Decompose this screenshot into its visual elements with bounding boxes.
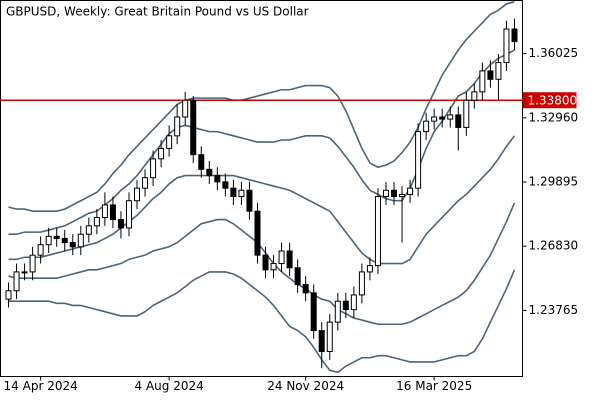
candle-body (142, 177, 149, 189)
candle-body (407, 187, 414, 195)
candle-body (431, 116, 438, 122)
candle-body (93, 216, 100, 227)
plot-frame (0, 0, 523, 377)
candle-body (109, 204, 116, 221)
x-tick-label: 4 Aug 2024 (135, 379, 204, 393)
bollinger-band (8, 202, 516, 326)
candle-body (503, 28, 510, 64)
candle-body (134, 187, 141, 202)
candle-body (101, 204, 108, 218)
candle-body (463, 99, 470, 128)
candle-body (479, 70, 486, 93)
candle-body (85, 225, 92, 235)
candle-body (214, 175, 221, 183)
bollinger-band (8, 269, 516, 374)
candle-body (222, 181, 229, 189)
candle-body (423, 120, 430, 133)
bollinger-band (8, 49, 515, 236)
x-tick-label: 16 Mar 2025 (396, 379, 472, 393)
candle-body (254, 210, 261, 256)
y-tick-label: 1.29895 (529, 174, 579, 188)
bollinger-band (8, 135, 516, 265)
candle-body (318, 330, 325, 352)
y-tick-label: 1.26830 (529, 239, 579, 253)
candle-body (447, 114, 454, 120)
y-tick-label: 1.36025 (529, 46, 579, 60)
x-tick-label: 24 Nov 2024 (267, 379, 344, 393)
candle-body (415, 131, 422, 189)
candle-body (61, 237, 68, 244)
candle-body (37, 244, 44, 256)
candle-body (358, 271, 365, 296)
candle-body (391, 189, 398, 198)
candle-body (350, 294, 357, 311)
candle-body (286, 250, 293, 269)
candle-body (230, 187, 237, 198)
candle-body (310, 292, 317, 332)
candle-body (53, 235, 60, 239)
candle-body (511, 28, 518, 43)
candle-body (125, 200, 132, 229)
candle-body (382, 189, 389, 198)
candle-body (439, 116, 446, 120)
candle-body (206, 168, 213, 177)
candle-body (158, 147, 165, 160)
candle-body (399, 193, 406, 198)
x-tick-label: 14 Apr 2024 (4, 379, 78, 393)
y-tick-label: 1.32960 (529, 110, 579, 124)
candle-body (5, 290, 12, 300)
candle-body (270, 263, 277, 271)
candle-body (495, 62, 502, 80)
candle-body (487, 70, 494, 80)
candle-body (150, 158, 157, 179)
candle-body (246, 189, 253, 212)
candle-body (471, 91, 478, 101)
candle-body (117, 219, 124, 229)
candle-body (334, 300, 341, 323)
chart-title: GBPUSD, Weekly: Great Britain Pound vs U… (6, 5, 309, 19)
candle-body (182, 99, 189, 118)
candle-body (262, 254, 269, 271)
candle-body (374, 196, 381, 267)
candle-body (190, 99, 197, 156)
candle-body (342, 300, 349, 311)
candle-body (77, 233, 84, 248)
candle-body (13, 271, 20, 292)
candle-body (174, 116, 181, 137)
candle-body (326, 321, 333, 352)
candle-body (45, 235, 52, 246)
level-label: 1.33800 (528, 94, 578, 108)
candle-body (29, 254, 36, 273)
candle-body (21, 271, 28, 274)
candle-body (302, 283, 309, 294)
candle-body (166, 135, 173, 149)
candle-body (366, 265, 373, 273)
candle-body (198, 154, 205, 170)
candle-body (69, 242, 76, 248)
y-tick-label: 1.23765 (529, 303, 579, 317)
candle-body (455, 114, 462, 128)
level-label-box (522, 92, 577, 109)
candle-body (238, 189, 245, 198)
candle-body (294, 267, 301, 285)
candle-body (278, 250, 285, 265)
